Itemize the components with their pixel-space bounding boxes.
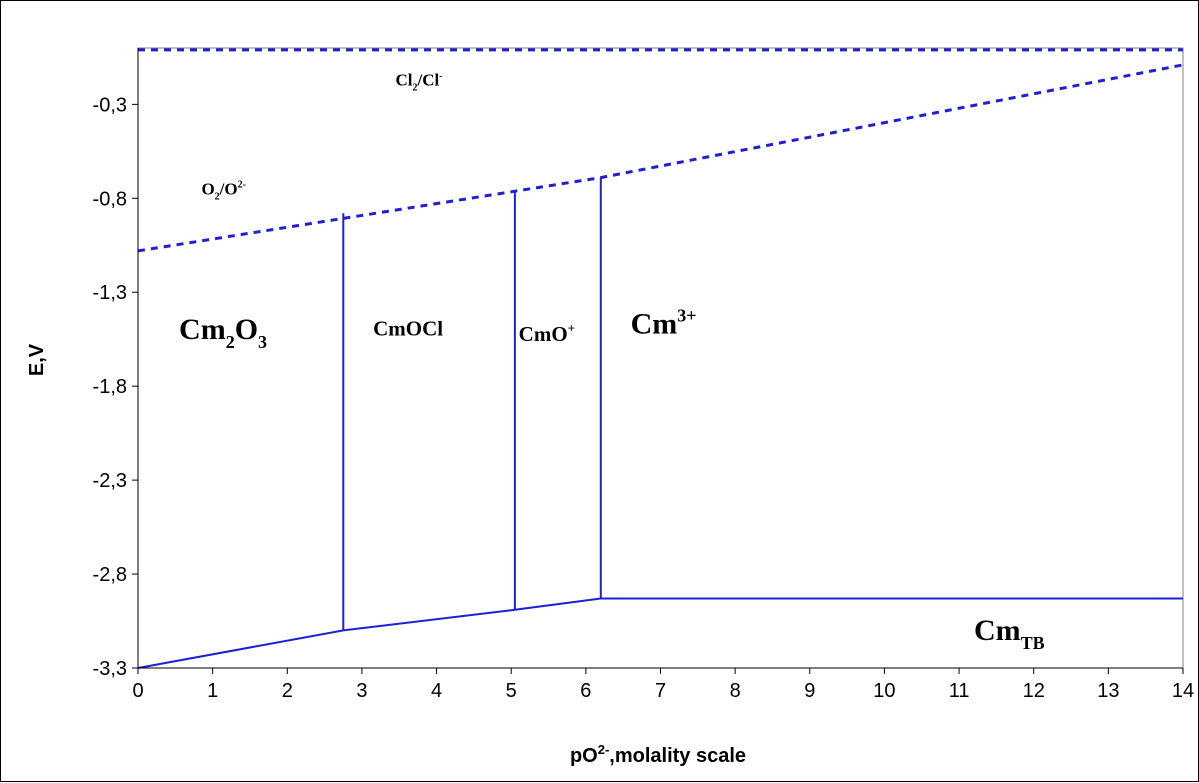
x-tick-label: 9 [804, 680, 815, 702]
x-axis-title: pO2-,molality scale [570, 742, 746, 767]
x-tick-label: 2 [282, 680, 293, 702]
y-tick-label: -0,8 [93, 188, 127, 210]
region-label-cm2o3: Cm2O3 [179, 313, 267, 352]
region-label-cl2: Cl2/Cl- [396, 71, 443, 94]
region-label-cmocl: CmOCl [373, 316, 443, 340]
x-tick-label: 10 [873, 680, 895, 702]
x-tick-label: 12 [1023, 680, 1045, 702]
y-tick-label: -1,8 [93, 376, 127, 398]
region-label-cmo: CmO+ [519, 321, 575, 346]
x-tick-label: 5 [506, 680, 517, 702]
region-label-cm3: Cm3+ [631, 306, 697, 341]
y-tick-label: -3,3 [93, 658, 127, 680]
y-axis-title: E,V [26, 343, 48, 376]
plot-border [137, 47, 1184, 669]
x-tick-label: 7 [655, 680, 666, 702]
x-tick-label: 1 [207, 680, 218, 702]
series-layer [137, 48, 1184, 669]
x-tick-label: 13 [1097, 680, 1119, 702]
y-tick-label: -0,3 [93, 94, 127, 116]
x-tick-label: 6 [580, 680, 591, 702]
plot-area [137, 47, 1184, 669]
series-line-1 [137, 63, 1184, 253]
x-tick-label: 4 [431, 680, 442, 702]
annotations: Cl2/Cl- O2/O2- Cm2O3 CmOCl CmO+ Cm3+ CmТВ [179, 71, 1045, 653]
y-tick-label: -2,8 [93, 564, 127, 586]
x-tick-label: 14 [1172, 680, 1194, 702]
x-axis: 0 1 2 3 4 5 6 7 8 9 10 11 12 13 14 [132, 667, 1194, 702]
x-tick-label: 8 [730, 680, 741, 702]
region-label-cmtb: CmТВ [974, 614, 1045, 653]
region-label-o2: O2/O2- [201, 180, 246, 203]
x-tick-label: 11 [949, 680, 970, 702]
y-tick-label: -2,3 [93, 470, 127, 492]
y-axis: -0,3 -0,8 -1,3 -1,8 -2,3 -2,8 -3,3 [93, 48, 139, 680]
x-tick-label: 0 [132, 680, 143, 702]
x-tick-label: 3 [356, 680, 367, 702]
y-tick-label: -1,3 [93, 282, 127, 304]
